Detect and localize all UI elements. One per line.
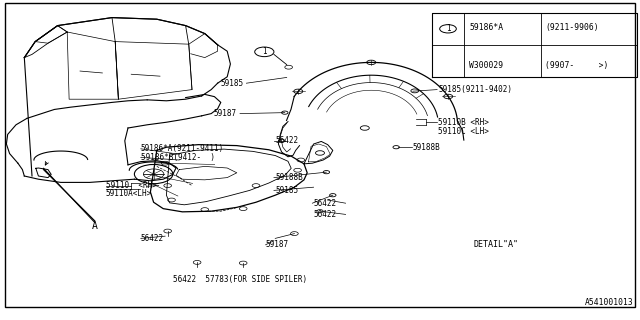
Circle shape (143, 169, 164, 179)
Circle shape (193, 260, 201, 264)
Text: 59186*A: 59186*A (469, 23, 503, 32)
Circle shape (201, 208, 209, 212)
Text: 59186*A(9211-9411): 59186*A(9211-9411) (141, 144, 224, 153)
Text: 56422: 56422 (314, 210, 337, 219)
Circle shape (239, 207, 247, 211)
Text: (9907-     >): (9907- >) (545, 61, 609, 70)
Text: 59186*B(9412-  ): 59186*B(9412- ) (141, 153, 215, 162)
Text: 59110B <RH>: 59110B <RH> (438, 118, 489, 127)
Text: W300029: W300029 (469, 61, 503, 70)
Circle shape (255, 47, 274, 57)
Circle shape (393, 146, 399, 149)
Circle shape (252, 184, 260, 188)
Text: 59185: 59185 (275, 186, 298, 195)
Text: 59187: 59187 (266, 240, 289, 249)
Circle shape (134, 164, 173, 184)
Circle shape (282, 111, 288, 114)
Circle shape (285, 65, 292, 69)
Text: 59188B: 59188B (413, 143, 440, 152)
Circle shape (440, 25, 456, 33)
Circle shape (161, 161, 169, 165)
Circle shape (411, 89, 419, 93)
Text: (9211-9906): (9211-9906) (545, 23, 599, 32)
Circle shape (278, 139, 285, 142)
Circle shape (291, 232, 298, 236)
Circle shape (239, 261, 247, 265)
Text: 59187: 59187 (214, 109, 237, 118)
Circle shape (294, 89, 303, 94)
Circle shape (323, 171, 330, 174)
Circle shape (367, 60, 376, 65)
Text: 56422: 56422 (141, 234, 164, 243)
Text: 59185(9211-9402): 59185(9211-9402) (438, 85, 513, 94)
Text: 56422: 56422 (275, 136, 298, 145)
Circle shape (330, 194, 336, 197)
Text: 59185: 59185 (220, 79, 243, 88)
Circle shape (294, 168, 301, 172)
Circle shape (164, 229, 172, 233)
Text: 1: 1 (262, 47, 267, 56)
Circle shape (316, 151, 324, 155)
Text: 56422  57783(FOR SIDE SPILER): 56422 57783(FOR SIDE SPILER) (173, 275, 307, 284)
Text: 59110C <LH>: 59110C <LH> (438, 127, 489, 136)
Text: 1: 1 (445, 24, 451, 33)
Circle shape (164, 184, 172, 188)
Circle shape (297, 158, 305, 162)
Circle shape (168, 198, 175, 202)
Text: A541001013: A541001013 (585, 298, 634, 307)
Text: 56422: 56422 (314, 199, 337, 208)
Circle shape (444, 94, 452, 99)
Circle shape (360, 126, 369, 130)
Text: 59188B: 59188B (275, 173, 303, 182)
Circle shape (317, 210, 323, 213)
Text: DETAIL"A": DETAIL"A" (474, 240, 518, 249)
Text: 59110  <RH>: 59110 <RH> (106, 181, 156, 190)
Text: 59110A<LH>: 59110A<LH> (106, 189, 152, 198)
Text: A: A (92, 220, 98, 231)
